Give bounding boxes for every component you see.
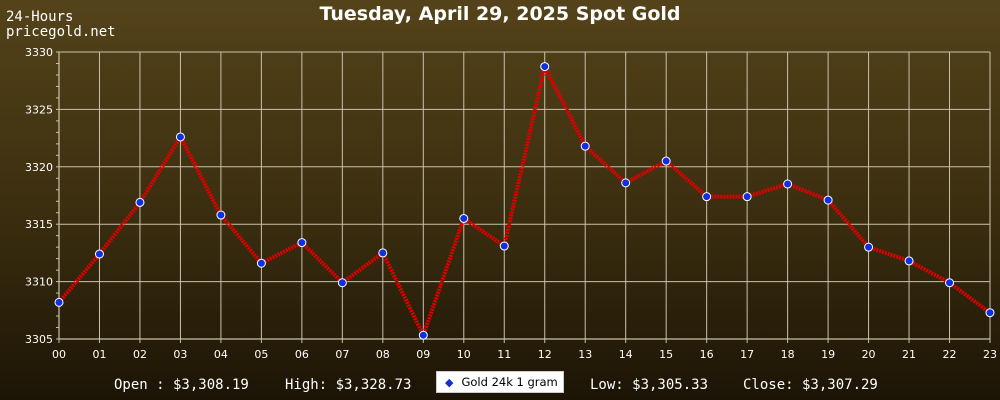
data-point-marker	[256, 258, 266, 268]
y-tick-label: 3310	[25, 276, 53, 289]
series-line-gold	[57, 64, 992, 338]
data-point-marker	[459, 213, 469, 223]
y-tick-label: 3325	[25, 103, 53, 116]
data-point-marker	[540, 62, 550, 72]
chart-title: Tuesday, April 29, 2025 Spot Gold	[319, 3, 681, 25]
data-point-marker	[904, 256, 914, 266]
x-tick-label: 19	[821, 348, 835, 361]
open-price: Open : $3,308.19	[114, 377, 249, 393]
x-tick-label: 16	[700, 348, 714, 361]
x-tick-label: 11	[497, 348, 511, 361]
legend-label: Gold 24k 1 gram	[461, 375, 558, 389]
x-tick-label: 17	[740, 348, 754, 361]
x-tick-label: 12	[538, 348, 552, 361]
close-price: Close: $3,307.29	[743, 377, 878, 393]
data-point-marker	[661, 156, 671, 166]
y-tick-label: 3315	[25, 218, 53, 231]
data-point-marker	[337, 278, 347, 288]
x-tick-label: 22	[943, 348, 957, 361]
data-point-marker	[216, 210, 226, 220]
x-tick-label: 13	[578, 348, 592, 361]
data-point-marker	[823, 195, 833, 205]
y-tick-label: 3320	[25, 161, 53, 174]
x-tick-label: 03	[173, 348, 187, 361]
data-point-marker	[175, 132, 185, 142]
x-tick-label: 09	[416, 348, 430, 361]
data-point-marker	[985, 308, 995, 318]
data-point-marker	[499, 241, 509, 251]
data-point-marker	[945, 278, 955, 288]
diamond-marker-icon: ◆	[445, 375, 454, 389]
data-point-marker	[418, 330, 428, 340]
data-point-marker	[580, 141, 590, 151]
y-tick-label: 3330	[25, 46, 53, 59]
data-point-marker	[94, 249, 104, 259]
low-price: Low: $3,305.33	[590, 377, 709, 393]
data-point-marker	[864, 242, 874, 252]
x-tick-label: 18	[781, 348, 795, 361]
x-tick-label: 01	[92, 348, 106, 361]
data-point-marker	[135, 197, 145, 207]
data-point-marker	[702, 192, 712, 202]
data-point-marker	[742, 192, 752, 202]
site-name: pricegold.net	[6, 24, 116, 40]
chart-legend: ◆ Gold 24k 1 gram	[436, 371, 564, 393]
chart-source-label: 24-Hours pricegold.net	[6, 10, 116, 40]
x-tick-label: 05	[254, 348, 268, 361]
x-tick-label: 10	[457, 348, 471, 361]
x-tick-label: 02	[133, 348, 147, 361]
x-tick-label: 21	[902, 348, 916, 361]
y-tick-label: 3305	[25, 333, 53, 346]
timeframe-label: 24-Hours	[6, 9, 74, 25]
data-point-marker	[621, 178, 631, 188]
x-tick-label: 20	[862, 348, 876, 361]
x-tick-label: 00	[52, 348, 66, 361]
x-tick-label: 07	[335, 348, 349, 361]
x-tick-label: 06	[295, 348, 309, 361]
x-tick-label: 04	[214, 348, 228, 361]
data-point-marker	[378, 248, 388, 258]
data-point-marker	[783, 179, 793, 189]
data-point-marker	[297, 238, 307, 248]
x-tick-label: 23	[983, 348, 997, 361]
x-tick-label: 15	[659, 348, 673, 361]
x-tick-label: 14	[619, 348, 633, 361]
data-point-marker	[54, 297, 64, 307]
x-tick-label: 08	[376, 348, 390, 361]
high-price: High: $3,328.73	[285, 377, 412, 393]
